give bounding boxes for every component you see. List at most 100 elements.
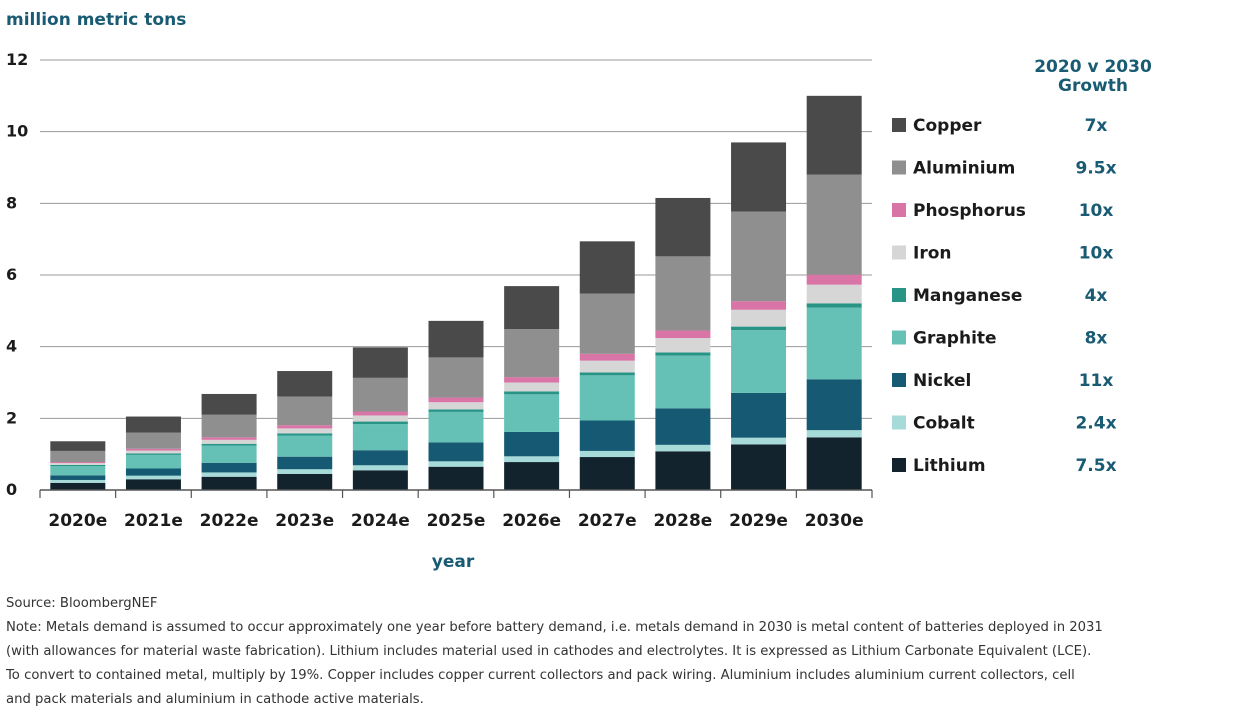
bar-segment-phosphorus bbox=[655, 330, 711, 339]
legend-label: Phosphorus bbox=[913, 201, 1026, 221]
bar-segment-nickel bbox=[50, 475, 106, 480]
bar-segment-phosphorus bbox=[428, 397, 484, 403]
bar-segment-graphite bbox=[428, 411, 484, 443]
bar-segment-lithium bbox=[428, 466, 484, 490]
x-tick-label: 2025e bbox=[427, 511, 486, 531]
bar-segment-iron bbox=[352, 415, 408, 422]
note-line-2: (with allowances for material waste fabr… bbox=[6, 644, 1092, 659]
legend-swatch-copper bbox=[892, 118, 906, 132]
growth-value: 10x bbox=[1079, 244, 1114, 264]
bar-segment-copper bbox=[201, 393, 257, 415]
bar-segment-copper bbox=[579, 241, 635, 294]
note-line-1: Note: Metals demand is assumed to occur … bbox=[6, 620, 1103, 635]
bar-segment-copper bbox=[655, 197, 711, 257]
bar-segment-cobalt bbox=[352, 465, 408, 471]
legend-swatch-nickel bbox=[892, 373, 906, 387]
bar-segment-nickel bbox=[806, 379, 862, 431]
bar-segment-manganese bbox=[504, 391, 560, 395]
legend-swatch-manganese bbox=[892, 288, 906, 302]
bar-segment-nickel bbox=[655, 408, 711, 445]
bar-segment-cobalt bbox=[731, 437, 787, 445]
x-tick-label: 2030e bbox=[805, 511, 864, 531]
growth-header-line2: Growth bbox=[1058, 76, 1128, 96]
bar-segment-manganese bbox=[579, 372, 635, 376]
x-tick-label: 2028e bbox=[653, 511, 712, 531]
stacked-bar-chart: million metric tons year 0 2 4 6 8 10 12 2020e… bbox=[6, 10, 1152, 572]
bar-segment-cobalt bbox=[125, 475, 181, 480]
bar-segment-lithium bbox=[579, 457, 635, 490]
bar-segment-nickel bbox=[731, 392, 787, 438]
x-tick-label: 2022e bbox=[200, 511, 259, 531]
bar-segment-graphite bbox=[201, 445, 257, 463]
bar-segment-cobalt bbox=[428, 461, 484, 467]
bar-segment-manganese bbox=[277, 433, 333, 436]
bar-segment-aluminium bbox=[352, 377, 408, 412]
bar-segment-cobalt bbox=[50, 479, 106, 483]
y-tick-label: 4 bbox=[6, 337, 17, 356]
legend-label: Lithium bbox=[913, 456, 986, 476]
bar-segment-graphite bbox=[352, 424, 408, 451]
bar-segment-aluminium bbox=[201, 414, 257, 438]
bar-segment-aluminium bbox=[50, 450, 106, 463]
bar-segment-graphite bbox=[655, 355, 711, 409]
bar-segment-aluminium bbox=[277, 396, 333, 426]
growth-value: 10x bbox=[1079, 201, 1114, 221]
bar-segment-phosphorus bbox=[579, 353, 635, 361]
bar-segment-phosphorus bbox=[504, 377, 560, 383]
bar-segment-nickel bbox=[352, 450, 408, 466]
bar-segment-lithium bbox=[201, 476, 257, 490]
bar-segment-lithium bbox=[50, 482, 106, 490]
bar-segment-aluminium bbox=[579, 293, 635, 354]
bar-segment-copper bbox=[352, 347, 408, 378]
bar-segment-iron bbox=[125, 450, 181, 454]
source-note: Source: BloombergNEF bbox=[6, 596, 158, 611]
bar-segment-nickel bbox=[579, 420, 635, 451]
growth-header-line1: 2020 v 2030 bbox=[1034, 57, 1152, 77]
bar-segment-graphite bbox=[731, 330, 787, 393]
bar-segment-iron bbox=[277, 428, 333, 434]
bar-segment-manganese bbox=[806, 303, 862, 308]
legend-swatch-lithium bbox=[892, 458, 906, 472]
bar-segment-phosphorus bbox=[125, 448, 181, 451]
bar-segment-nickel bbox=[201, 462, 257, 473]
bar-segment-copper bbox=[504, 286, 560, 330]
bar-segment-manganese bbox=[201, 443, 257, 446]
bar-segment-lithium bbox=[655, 451, 711, 490]
x-tick-label: 2029e bbox=[729, 511, 788, 531]
legend-swatch-iron bbox=[892, 245, 906, 260]
bar-segment-cobalt bbox=[504, 456, 560, 463]
bar-segment-graphite bbox=[579, 375, 635, 421]
bar-segment-lithium bbox=[731, 444, 787, 490]
legend-swatch-phosphorus bbox=[892, 203, 906, 217]
bar-segment-iron bbox=[806, 284, 862, 304]
bar-segment-copper bbox=[428, 320, 484, 358]
x-tick-label: 2024e bbox=[351, 511, 410, 531]
y-tick-label: 0 bbox=[6, 480, 17, 499]
bar-segment-graphite bbox=[806, 307, 862, 380]
bar-segment-iron bbox=[504, 382, 560, 392]
growth-value: 7x bbox=[1085, 116, 1108, 136]
footnote: Source: BloombergNEF Note: Metals demand… bbox=[6, 592, 1234, 712]
bar-segment-manganese bbox=[428, 409, 484, 412]
y-tick-label: 2 bbox=[6, 408, 17, 427]
legend-swatch-cobalt bbox=[892, 415, 906, 430]
growth-value: 8x bbox=[1085, 329, 1108, 349]
legend-label: Iron bbox=[913, 244, 952, 264]
legend-label: Manganese bbox=[913, 286, 1022, 306]
note-line-4: and pack materials and aluminium in cath… bbox=[6, 692, 424, 707]
bar-segment-phosphorus bbox=[50, 462, 106, 464]
bars bbox=[50, 95, 862, 490]
bar-segment-cobalt bbox=[201, 472, 257, 477]
y-tick-label: 8 bbox=[6, 193, 17, 212]
bar-segment-iron bbox=[731, 309, 787, 327]
bar-segment-nickel bbox=[428, 442, 484, 462]
bar-segment-copper bbox=[277, 371, 333, 397]
bar-segment-iron bbox=[201, 439, 257, 444]
legend-label: Cobalt bbox=[913, 414, 975, 434]
note-line-3: To convert to contained metal, multiply … bbox=[6, 668, 1075, 683]
y-tick-label: 6 bbox=[6, 265, 17, 284]
bar-segment-aluminium bbox=[504, 329, 560, 378]
x-tick-label: 2027e bbox=[578, 511, 637, 531]
bar-segment-manganese bbox=[50, 464, 106, 466]
growth-value: 7.5x bbox=[1075, 456, 1116, 476]
